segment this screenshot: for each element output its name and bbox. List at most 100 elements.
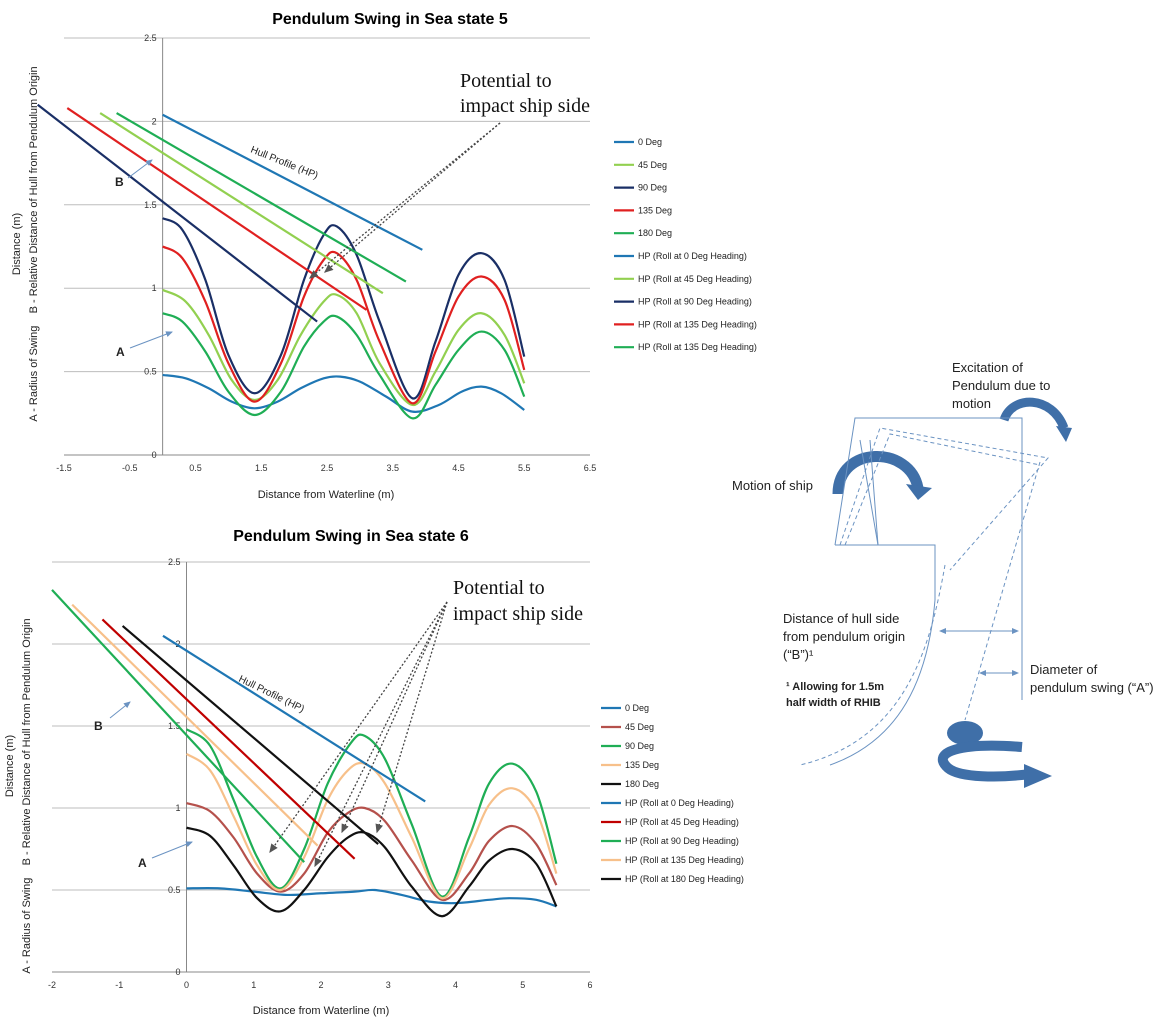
- legend-label: HP (Roll at 0 Deg Heading): [638, 251, 747, 261]
- impact-annotation-line1: Potential to: [460, 70, 552, 92]
- label-a-arrow: [129, 331, 173, 349]
- legend-label: HP (Roll at 135 Deg Heading): [625, 855, 744, 865]
- hull-distance-label-line2: from pendulum origin: [783, 629, 905, 644]
- legend-label: HP (Roll at 180 Deg Heading): [625, 874, 744, 884]
- hull-side-curve: [829, 599, 936, 766]
- pendulum-swing-arrow-icon: [937, 740, 1031, 782]
- x-tick-label: 6: [587, 980, 592, 990]
- series-line: [162, 217, 526, 400]
- impact-arrow: [375, 601, 448, 834]
- gridlines: [64, 37, 590, 456]
- series-line: [186, 802, 558, 901]
- ship-motion-rotation-arrow-icon: [832, 451, 924, 495]
- x-tick-label: 4.5: [452, 463, 465, 473]
- legend: 0 Deg 45 Deg 90 Deg 135 Deg 180 Deg HP (Roll …: [601, 703, 744, 884]
- y-tick-labels: 00.511.522.5: [168, 557, 181, 977]
- series-line: [162, 288, 526, 407]
- legend-label: 180 Deg: [625, 779, 659, 789]
- y-axis-title-line1: Distance (m): [4, 735, 16, 797]
- series-line: [101, 618, 356, 860]
- x-tick-label: 2.5: [321, 463, 334, 473]
- impact-arrow: [341, 601, 448, 834]
- x-axis-title: Distance from Waterline (m): [258, 489, 395, 501]
- label-b-arrow: [109, 701, 131, 719]
- chart-sea-state-6: Pendulum Swing in Sea state 6 0 0.5 1 1.5 2 2…: [4, 528, 744, 1017]
- y-tick-label: 2: [152, 116, 157, 126]
- x-tick-labels: -1.5 -0.5 0.5 1.5 2.5 3.5 4.5 5.5 6.5: [56, 463, 596, 473]
- label-a: A: [116, 345, 125, 359]
- legend-label: 0 Deg: [625, 703, 649, 713]
- x-tick-label: 5.5: [518, 463, 531, 473]
- label-a-arrow: [151, 841, 193, 859]
- series-line: [185, 728, 558, 898]
- legend-label: HP (Roll at 135 Deg Heading): [638, 342, 757, 352]
- y-tick-label: 2.5: [168, 557, 181, 567]
- label-a: A: [138, 856, 147, 870]
- excitation-label-line1: Excitation of: [952, 360, 1023, 375]
- x-tick-label: -1: [115, 980, 123, 990]
- gridlines: [52, 561, 590, 973]
- chart-title: Pendulum Swing in Sea state 6: [233, 528, 469, 545]
- y-axis-title-line1: Distance (m): [11, 213, 23, 275]
- series-line: [162, 245, 526, 405]
- legend-label: 0 Deg: [638, 137, 662, 147]
- series-line: [37, 103, 318, 323]
- y-axis-title-line2: A - Radius of Swing B - Relative Distanc…: [21, 618, 33, 973]
- x-tick-labels: -2 -1 0 1 2 3 4 5 6: [48, 980, 593, 990]
- impact-arrow: [308, 122, 501, 279]
- x-tick-label: 1: [251, 980, 256, 990]
- y-tick-label: 2.5: [144, 33, 157, 43]
- motion-of-ship-label: Motion of ship: [732, 478, 813, 493]
- series-line: [121, 625, 379, 845]
- diameter-label-line1: Diameter of: [1030, 662, 1098, 677]
- impact-annotation-line1: Potential to: [453, 577, 545, 599]
- y-tick-label: 1: [175, 803, 180, 813]
- series-layer: [37, 103, 526, 420]
- impact-arrow: [269, 601, 448, 854]
- legend-label: 180 Deg: [638, 228, 672, 238]
- excitation-label-line3: motion: [952, 396, 991, 411]
- y-tick-label: 0.5: [144, 367, 157, 377]
- x-tick-label: 4: [453, 980, 458, 990]
- legend-label: 45 Deg: [625, 722, 654, 732]
- y-tick-label: 1: [152, 283, 157, 293]
- series-line: [116, 112, 407, 283]
- series-line: [51, 589, 305, 863]
- chart-sea-state-5: Pendulum Swing in Sea state 5 0 0.5 1 1.5 2 2…: [11, 11, 757, 501]
- series-line: [186, 826, 558, 918]
- series-line: [162, 113, 423, 251]
- y-axis-title-line2: A - Radius of Swing B - Relative Distanc…: [28, 66, 40, 421]
- y-tick-label: 1.5: [144, 200, 157, 210]
- series-line: [162, 634, 426, 803]
- legend-label: 90 Deg: [625, 741, 654, 751]
- series-line: [162, 373, 525, 413]
- series-line: [66, 107, 368, 311]
- x-tick-label: 0: [184, 980, 189, 990]
- legend-label: 135 Deg: [625, 760, 659, 770]
- hull-distance-label-line1: Distance of hull side: [783, 611, 899, 626]
- hull-profile-label: Hull Profile (HP): [237, 674, 306, 715]
- excitation-rotation-arrow-icon: [999, 397, 1069, 430]
- legend-label: HP (Roll at 45 Deg Heading): [638, 274, 752, 284]
- pendulum-diagram: Excitation of Pendulum due to motion Mot…: [732, 360, 1154, 788]
- series-line: [71, 603, 319, 847]
- legend: 0 Deg 45 Deg 90 Deg 135 Deg 180 Deg HP (Roll …: [614, 137, 757, 352]
- x-tick-label: 3.5: [386, 463, 399, 473]
- x-tick-label: 1.5: [255, 463, 268, 473]
- x-tick-label: -0.5: [122, 463, 138, 473]
- ship-frame-dashed: [799, 427, 1049, 766]
- series-line: [162, 312, 526, 420]
- x-tick-label: 0.5: [189, 463, 202, 473]
- x-tick-label: 6.5: [584, 463, 597, 473]
- x-tick-label: 3: [386, 980, 391, 990]
- impact-annotation-line2: impact ship side: [453, 603, 583, 625]
- chart-title: Pendulum Swing in Sea state 5: [272, 11, 508, 28]
- ship-frame-solid: [834, 417, 1023, 700]
- legend-label: 135 Deg: [638, 205, 672, 215]
- x-tick-label: -2: [48, 980, 56, 990]
- series-layer: [51, 589, 558, 918]
- y-tick-label: 0: [152, 450, 157, 460]
- label-b: B: [115, 175, 124, 189]
- excitation-label-line2: Pendulum due to: [952, 378, 1050, 393]
